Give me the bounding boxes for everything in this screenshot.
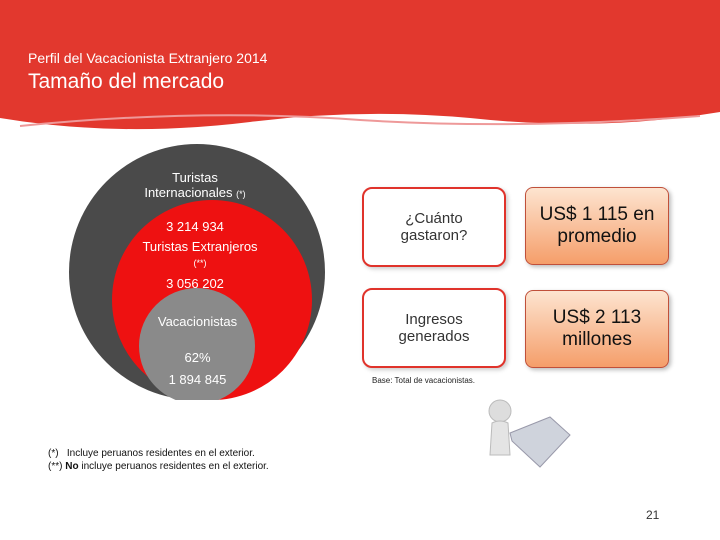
inner-label: Vacacionistas bbox=[157, 314, 238, 329]
footnote-emphasis: No bbox=[65, 461, 79, 472]
inner-circle bbox=[139, 288, 255, 400]
question: ¿Cuánto gastaron? bbox=[400, 210, 468, 244]
inner-share: 62% bbox=[184, 350, 211, 365]
header-swoosh bbox=[19, 114, 701, 127]
middle-label: Turistas Extranjeros (**) bbox=[140, 239, 260, 271]
footnote-marker: (**) bbox=[48, 461, 63, 472]
outer-note: (*) bbox=[236, 189, 246, 199]
answer-box: US$ 1 115 en promedio bbox=[525, 187, 669, 265]
outer-value: 3 214 934 bbox=[166, 219, 224, 234]
footnote-text: incluye peruanos residentes en el exteri… bbox=[81, 461, 269, 472]
footnotes: (*) Incluye peruanos residentes en el ex… bbox=[48, 447, 269, 473]
question-box: Ingresos generados bbox=[362, 288, 506, 368]
middle-note: (**) bbox=[193, 258, 207, 268]
title: Tamaño del mercado bbox=[28, 70, 225, 93]
answer: US$ 1 115 en promedio bbox=[539, 204, 655, 247]
slide-graphics bbox=[0, 0, 720, 400]
outer-label: Turistas Internacionales (*) bbox=[140, 170, 250, 202]
question-box: ¿Cuánto gastaron? bbox=[362, 187, 506, 267]
middle-name: Turistas Extranjeros bbox=[142, 239, 258, 254]
kicker: Perfil del Vacacionista Extranjero 2014 bbox=[28, 50, 268, 66]
footnote: (*) Incluye peruanos residentes en el ex… bbox=[48, 447, 269, 460]
footnote-text: Incluye peruanos residentes en el exteri… bbox=[66, 448, 255, 459]
footnote-marker: (*) bbox=[48, 448, 59, 459]
base-note: Base: Total de vacacionistas. bbox=[372, 376, 476, 385]
outer-name: Turistas Internacionales bbox=[144, 170, 233, 200]
answer-box: US$ 2 113 millones bbox=[525, 290, 669, 368]
question: Ingresos generados bbox=[398, 311, 470, 345]
answer: US$ 2 113 millones bbox=[552, 307, 642, 350]
inner-value: 1 894 845 bbox=[168, 372, 227, 387]
figure-illustration bbox=[488, 399, 571, 468]
page-number: 21 bbox=[646, 508, 660, 522]
header-band bbox=[0, 0, 720, 130]
footnote: (**) No incluye peruanos residentes en e… bbox=[48, 460, 269, 473]
middle-value: 3 056 202 bbox=[166, 276, 224, 291]
